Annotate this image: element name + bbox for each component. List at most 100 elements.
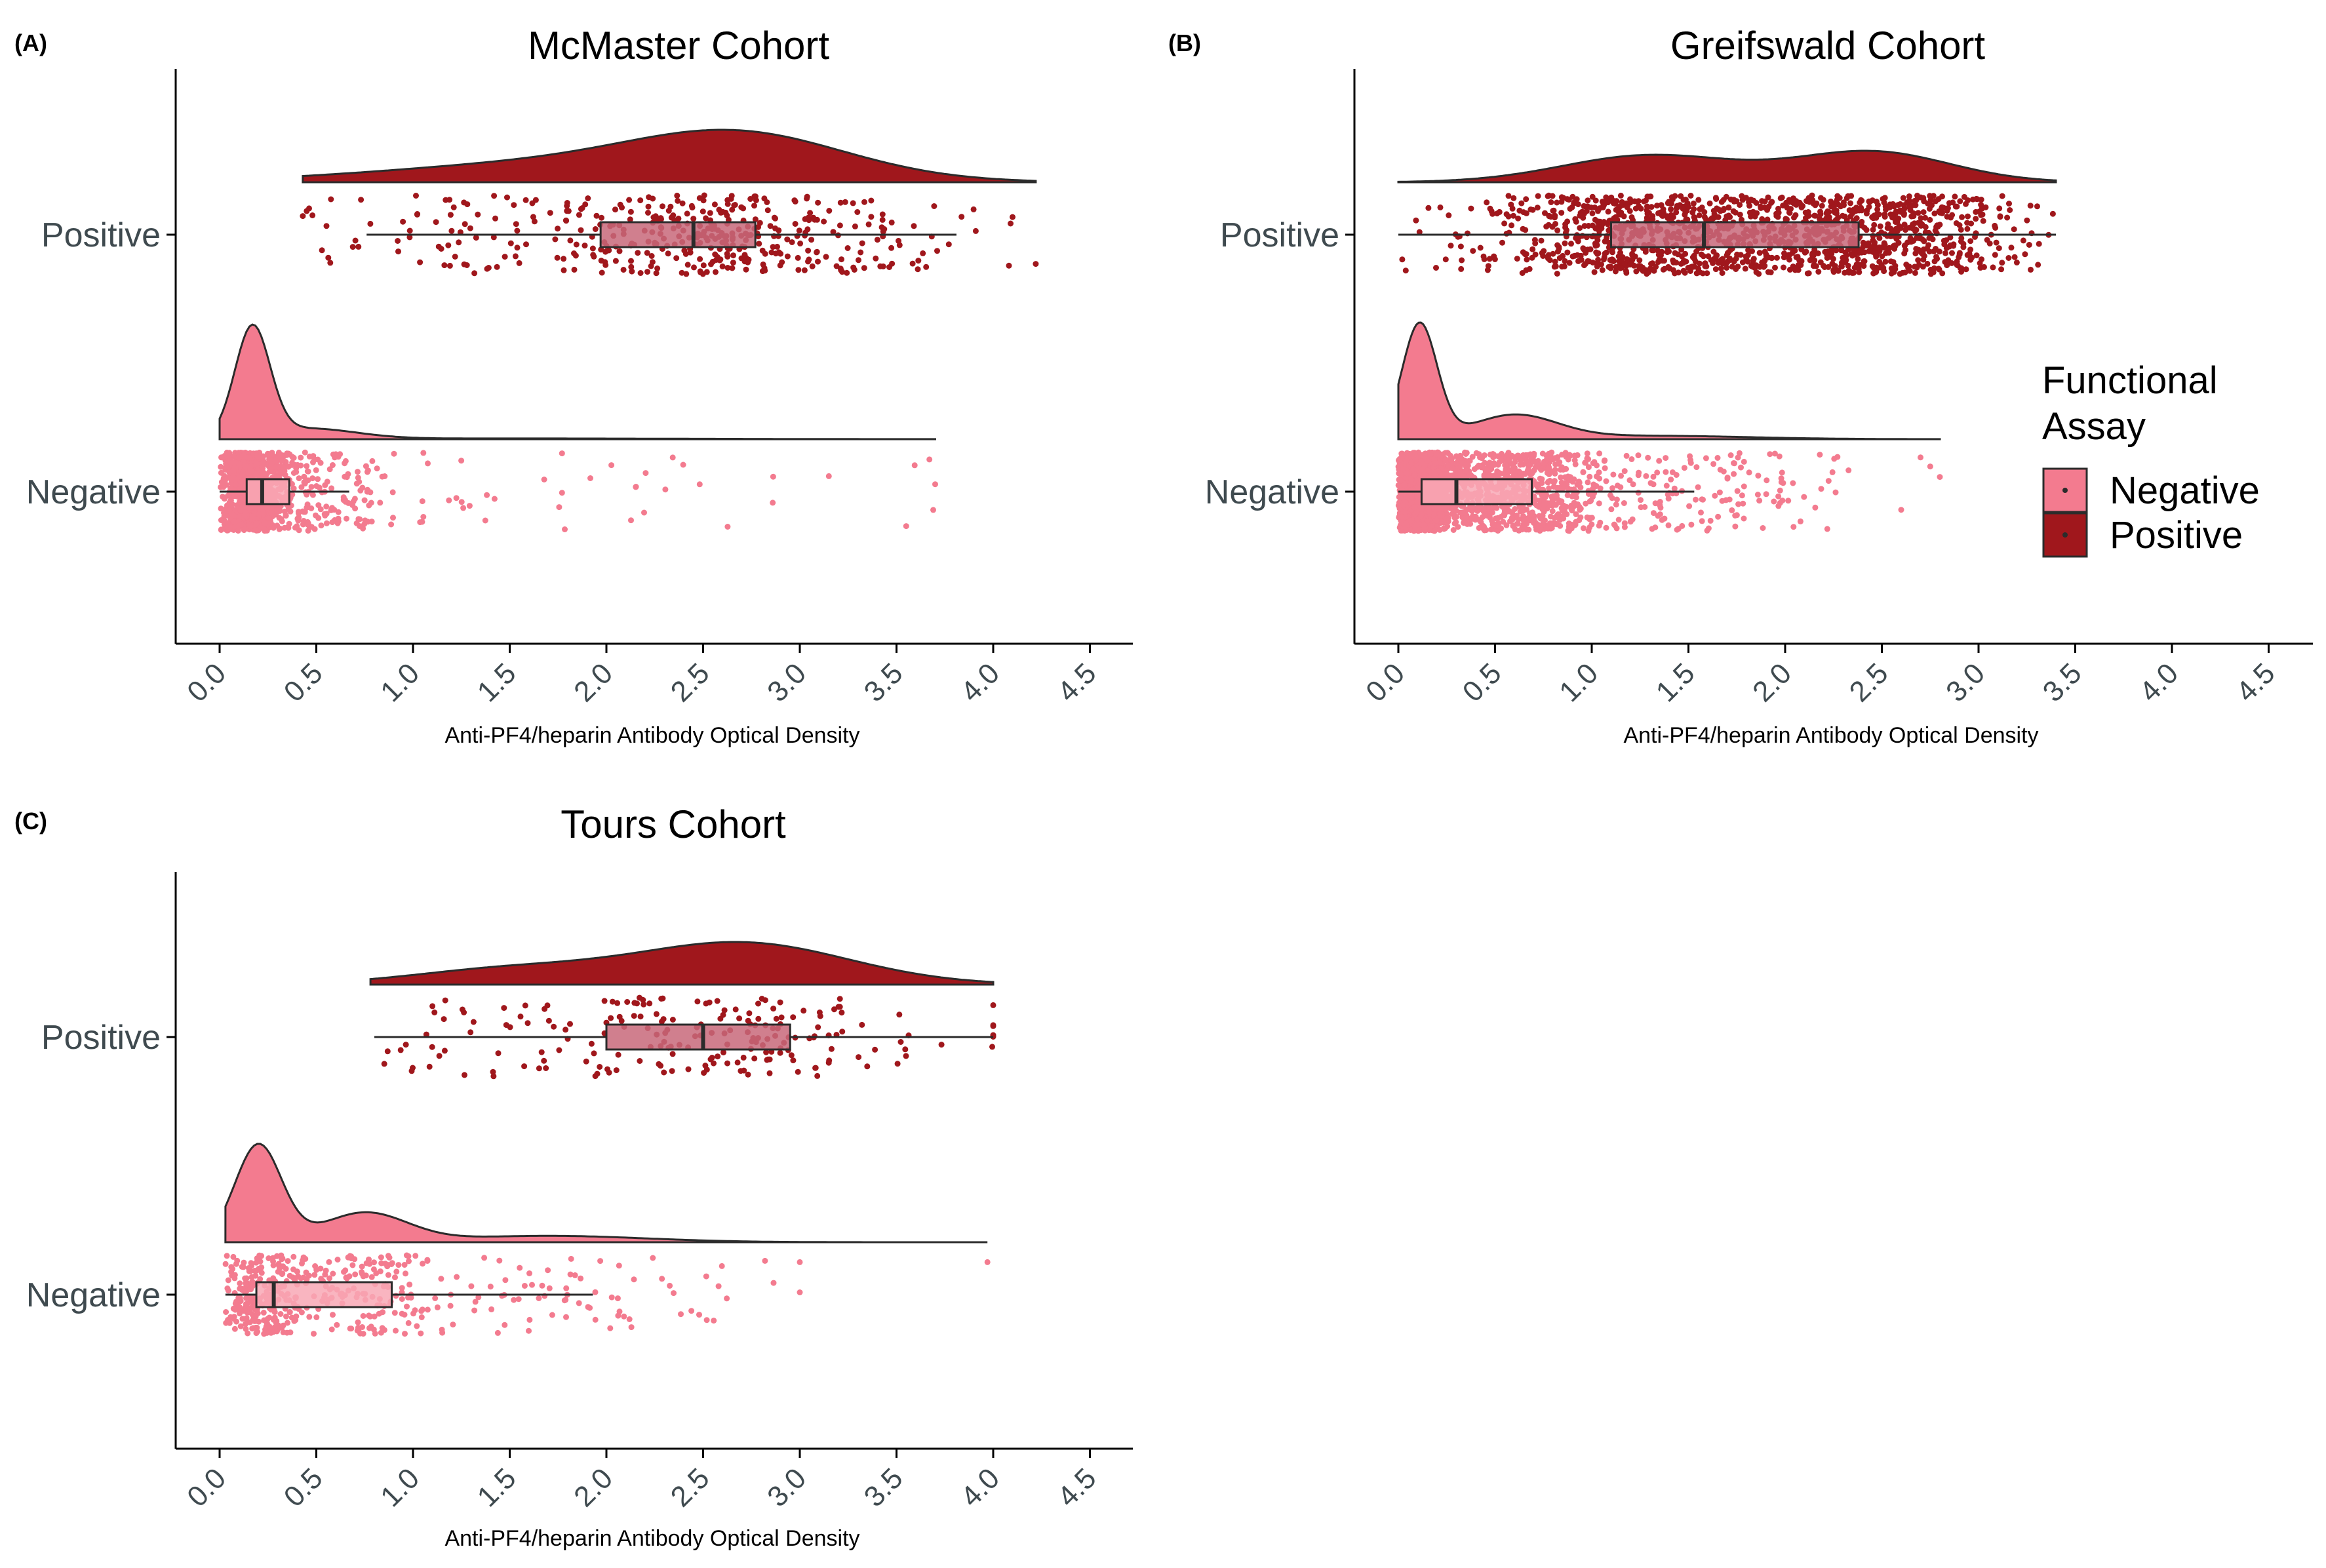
data-point <box>911 462 918 469</box>
data-point <box>475 211 481 218</box>
data-point <box>1772 264 1778 271</box>
data-point <box>576 212 582 218</box>
data-point <box>1585 479 1591 486</box>
density-negative <box>218 323 936 441</box>
data-point <box>679 269 685 276</box>
data-point <box>1813 200 1820 206</box>
data-point <box>1624 204 1630 210</box>
data-point <box>1568 241 1574 247</box>
data-point <box>1690 200 1697 206</box>
data-point <box>1756 250 1763 256</box>
data-point <box>285 463 292 470</box>
data-point <box>1505 193 1512 199</box>
data-point <box>1916 262 1922 268</box>
data-point <box>1974 196 1981 203</box>
data-point <box>1577 210 1584 216</box>
data-point <box>1556 244 1562 250</box>
data-point-outlier <box>1010 214 1015 220</box>
data-point <box>728 193 735 199</box>
data-point <box>1697 260 1703 267</box>
data-point <box>808 237 815 243</box>
data-point-outlier <box>934 248 940 254</box>
data-point <box>1866 204 1872 210</box>
data-point <box>1605 199 1611 206</box>
data-point <box>806 217 812 224</box>
data-point <box>1524 520 1530 527</box>
data-point <box>1780 203 1786 208</box>
data-point <box>641 509 647 516</box>
data-point <box>1786 256 1792 263</box>
data-point <box>565 208 572 214</box>
data-point <box>859 240 865 246</box>
data-point <box>1486 256 1493 262</box>
data-point <box>1587 498 1593 505</box>
data-point <box>1693 270 1700 277</box>
data-point <box>1764 477 1770 484</box>
data-point <box>1843 195 1850 201</box>
data-point <box>1510 212 1516 219</box>
data-point-outlier <box>1008 220 1014 227</box>
data-point <box>344 515 349 522</box>
data-point <box>1967 238 1974 245</box>
data-point <box>1608 506 1615 513</box>
data-point <box>724 524 731 530</box>
data-point <box>837 222 843 229</box>
data-point <box>1968 220 1975 227</box>
data-point <box>1754 492 1761 498</box>
data-point <box>1902 246 1909 253</box>
data-point-outlier <box>903 523 909 530</box>
data-point <box>435 243 442 250</box>
data-point <box>1492 472 1498 479</box>
x-tick-label: 1.5 <box>1650 657 1701 708</box>
data-point <box>700 271 706 277</box>
data-point <box>567 237 574 244</box>
data-point <box>328 485 335 492</box>
data-point <box>1877 223 1883 229</box>
data-point <box>805 247 812 254</box>
data-point <box>256 511 262 517</box>
data-point <box>349 244 356 250</box>
data-point <box>1577 514 1584 520</box>
data-point <box>1774 254 1780 261</box>
data-point <box>627 216 633 223</box>
data-point <box>413 193 419 199</box>
data-point <box>1496 208 1503 215</box>
data-point <box>241 494 247 500</box>
data-point <box>1937 222 1943 228</box>
data-point <box>1933 198 1939 205</box>
data-point <box>1857 199 1863 206</box>
data-point <box>1663 455 1669 461</box>
data-point <box>1564 249 1571 256</box>
data-point <box>1433 265 1439 271</box>
data-point <box>1599 222 1606 228</box>
data-point <box>1508 452 1515 459</box>
data-point <box>1444 515 1449 521</box>
data-point <box>433 219 439 225</box>
data-point <box>1635 490 1642 496</box>
data-point <box>1926 206 1933 212</box>
data-point <box>1823 210 1830 216</box>
data-point <box>1508 515 1515 521</box>
data-point <box>1749 248 1755 254</box>
data-point <box>970 206 977 212</box>
data-point <box>1492 515 1499 522</box>
data-point <box>1927 271 1934 277</box>
data-point <box>473 235 479 241</box>
data-point <box>1491 256 1498 262</box>
data-point <box>1719 498 1725 504</box>
data-point <box>1580 469 1587 475</box>
x-tick-label: 4.5 <box>1052 657 1103 708</box>
data-point <box>329 519 336 526</box>
data-point <box>1402 267 1409 274</box>
data-point <box>1939 210 1945 216</box>
data-point <box>854 209 861 215</box>
data-point <box>1514 256 1520 262</box>
data-point <box>390 515 396 521</box>
data-point <box>667 203 674 210</box>
data-point <box>1859 218 1865 225</box>
data-point <box>1931 265 1937 271</box>
data-point <box>1479 514 1486 520</box>
data-point <box>1528 206 1534 212</box>
data-point <box>838 267 844 273</box>
data-point <box>2049 210 2056 217</box>
